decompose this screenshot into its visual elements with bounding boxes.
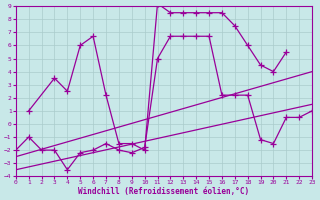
X-axis label: Windchill (Refroidissement éolien,°C): Windchill (Refroidissement éolien,°C) — [78, 187, 250, 196]
